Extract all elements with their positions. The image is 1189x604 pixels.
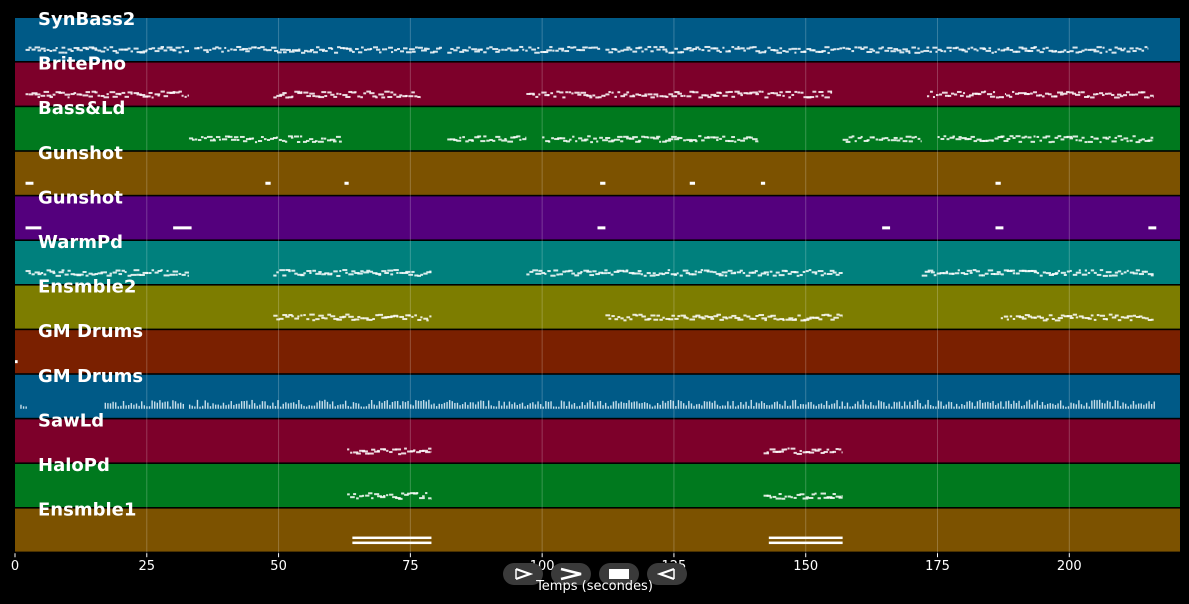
track-lane (15, 419, 1180, 463)
note-cluster (605, 45, 938, 54)
track-name-label: Gunshot (38, 143, 123, 164)
track-name-label: HaloPd (38, 455, 110, 476)
track-lane (15, 241, 1180, 284)
track-name-label: Gunshot (38, 187, 123, 208)
note-cluster (347, 447, 432, 456)
note (15, 360, 18, 364)
note-cluster (1000, 269, 1154, 277)
track-name-label: WarmPd (38, 232, 123, 253)
note-cluster (25, 46, 189, 54)
x-tick-label: 175 (925, 559, 950, 574)
note-cluster (1006, 90, 1154, 99)
note-cluster (937, 46, 1149, 54)
note-cluster (273, 313, 432, 322)
note-cluster (273, 90, 421, 99)
note-cluster (104, 400, 185, 409)
note (995, 226, 1004, 230)
note-cluster (25, 90, 189, 99)
note-cluster (447, 45, 601, 54)
track-lane (15, 464, 1180, 507)
track-name-label: BritePno (38, 54, 126, 75)
note-cluster (20, 404, 27, 409)
note (344, 181, 349, 185)
note (173, 226, 192, 230)
track-name-label: Ensmble2 (38, 277, 136, 298)
track-lane (15, 508, 1180, 552)
note-cluster (188, 135, 342, 144)
chevron-right-icon (560, 567, 582, 581)
track-lane (15, 151, 1180, 195)
note (882, 226, 891, 230)
track-name-label: SynBass2 (38, 9, 135, 30)
note-cluster (763, 492, 843, 500)
note (689, 181, 696, 185)
x-tick-label: 200 (1057, 559, 1082, 574)
note-cluster (610, 269, 843, 277)
reverse-button[interactable] (647, 563, 687, 585)
note-cluster (1000, 313, 1154, 322)
note (768, 541, 843, 545)
play-forward-button[interactable] (503, 563, 543, 585)
note-cluster (447, 135, 527, 143)
track-name-label: GM Drums (38, 321, 143, 342)
note-cluster (763, 447, 843, 455)
track-lane (15, 285, 1180, 329)
note-cluster (842, 135, 922, 143)
note-cluster (605, 313, 843, 322)
track-name-label: SawLd (38, 410, 104, 431)
note (265, 181, 271, 185)
note-cluster (542, 135, 759, 144)
x-tick-label: 50 (270, 559, 287, 574)
track-lane (15, 18, 1180, 61)
stop-button[interactable] (599, 563, 639, 585)
x-tick-label: 0 (11, 559, 19, 574)
stop-icon (609, 569, 629, 579)
playback-controls (503, 563, 689, 585)
track-lane (15, 196, 1180, 240)
note-cluster (347, 492, 432, 500)
note-cluster (526, 269, 611, 277)
note (352, 541, 432, 545)
track-name-label: Ensmble1 (38, 500, 136, 521)
note (995, 181, 1001, 185)
track-lane (15, 374, 1180, 418)
x-axis-label: Temps (secondes) (536, 579, 653, 594)
note (597, 226, 606, 230)
note-cluster (926, 90, 1007, 99)
note (600, 181, 606, 185)
note-cluster (25, 269, 189, 277)
track-name-label: GM Drums (38, 366, 143, 387)
note (25, 226, 42, 230)
x-tick-label: 25 (139, 559, 156, 574)
track-lane (15, 62, 1180, 106)
note-cluster (921, 269, 1001, 277)
note-cluster (273, 269, 432, 277)
x-tick-label: 75 (402, 559, 419, 574)
note (768, 536, 843, 540)
fast-forward-button[interactable] (551, 563, 591, 585)
play-reverse-outline-icon (657, 567, 675, 581)
note-cluster (188, 399, 1155, 409)
track-lane (15, 330, 1180, 374)
note-cluster (194, 46, 269, 54)
note (760, 181, 766, 185)
play-outline-icon (515, 567, 533, 581)
note-cluster (605, 90, 833, 99)
note-cluster (526, 90, 606, 99)
note (352, 536, 432, 540)
note-cluster (268, 46, 442, 54)
note-cluster (937, 135, 1154, 144)
track-lane (15, 107, 1180, 151)
note (25, 181, 34, 185)
track-name-label: Bass&Ld (38, 98, 125, 119)
note (1148, 226, 1157, 230)
x-tick-label: 150 (793, 559, 818, 574)
